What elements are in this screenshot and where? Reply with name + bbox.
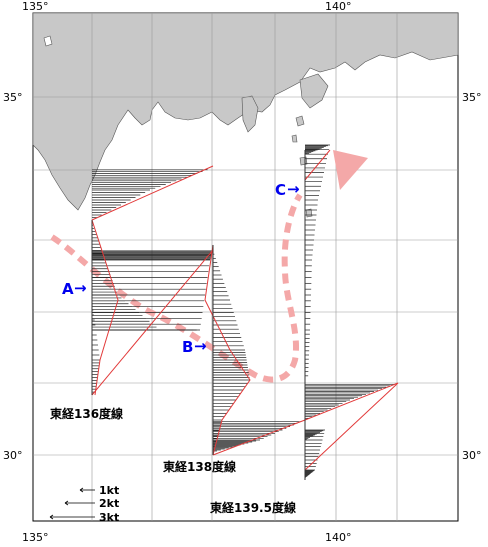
right-label-30: 30°	[462, 449, 482, 462]
land	[32, 12, 459, 218]
marker-a-arrow: →	[74, 279, 87, 297]
bottom-label-140: 140°	[325, 531, 352, 544]
right-label-35: 35°	[462, 91, 482, 104]
marker-b-arrow: →	[194, 337, 207, 355]
scale-label-2kt: 2kt	[99, 497, 119, 510]
current-path	[50, 150, 368, 383]
boso-peninsula	[299, 73, 329, 109]
bottom-label-135: 135°	[22, 531, 49, 544]
izu-peninsula	[241, 95, 259, 133]
marker-c-label: C	[275, 181, 286, 199]
scale-label-3kt: 3kt	[99, 511, 119, 524]
scale-legend: 1kt 2kt 3kt	[49, 484, 119, 524]
left-label-30: 30°	[3, 449, 23, 462]
left-label-35: 35°	[3, 91, 23, 104]
niijima	[291, 134, 298, 143]
section-136-vectors	[92, 169, 213, 393]
marker-a-label: A	[62, 280, 74, 298]
section-138-vectors	[213, 253, 302, 452]
current-arrow-head	[333, 150, 368, 190]
izu-oshima	[295, 115, 305, 127]
scale-label-1kt: 1kt	[99, 484, 119, 497]
kii-inlet	[43, 35, 53, 47]
marker-b-label: B	[182, 338, 193, 356]
marker-c-arrow: →	[287, 180, 300, 198]
section-label-136: 東経136度線	[50, 406, 123, 421]
top-label-135: 135°	[22, 0, 49, 13]
top-label-140: 140°	[325, 0, 352, 13]
section-1395-vectors	[305, 144, 394, 478]
graticule	[33, 13, 458, 521]
section-label-1395: 東経139.5度線	[210, 500, 296, 515]
section-label-138: 東経138度線	[163, 459, 236, 474]
miyakejima	[299, 156, 308, 166]
